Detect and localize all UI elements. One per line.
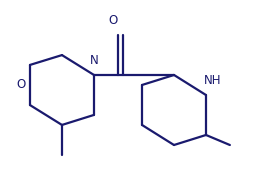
Text: O: O [16, 79, 25, 91]
Text: O: O [108, 14, 118, 27]
Text: N: N [90, 54, 98, 66]
Text: NH: NH [204, 74, 221, 87]
